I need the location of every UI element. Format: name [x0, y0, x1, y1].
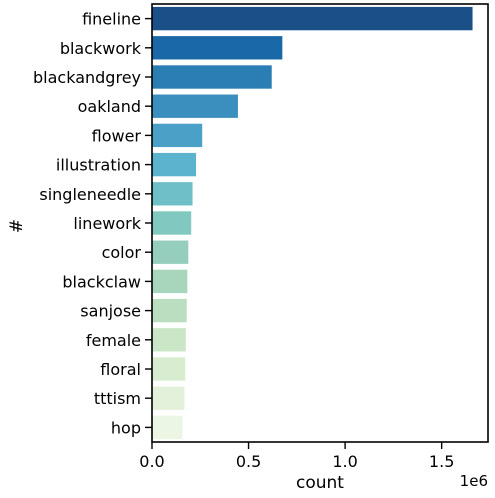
y-tick-labels: fineline blackwork blackandgrey oakland flow…: [33, 10, 152, 437]
y-axis-label: #: [7, 219, 27, 233]
plot-frame: [151, 3, 489, 443]
bar-illustration: [152, 152, 197, 177]
bar-sanjose: [152, 298, 187, 323]
x-tick-label: 1.5: [429, 452, 454, 471]
x-scale-label: 1e6: [460, 472, 488, 490]
y-tick-label: female: [86, 331, 141, 350]
y-tick-label: singleneedle: [39, 185, 141, 204]
y-tick-label: tttism: [94, 389, 141, 408]
bar-blackclaw: [152, 269, 188, 294]
y-tick-label: fineline: [82, 10, 141, 29]
x-tick-label: 1.0: [332, 452, 357, 471]
bar-oakland: [152, 94, 238, 118]
y-tick-label: blackandgrey: [33, 68, 141, 87]
bar-fineline: [152, 6, 473, 31]
x-tick-label: 0.0: [139, 452, 164, 471]
y-tick-label: color: [102, 243, 142, 262]
bar-tttism: [152, 386, 185, 410]
bar-flower: [152, 123, 203, 148]
bar-female: [152, 328, 186, 352]
bars-group: [152, 6, 473, 440]
y-tick-label: oakland: [78, 97, 141, 116]
y-tick-label: hop: [111, 418, 141, 437]
bar-floral: [152, 357, 186, 381]
x-tick-label: 0.5: [236, 452, 261, 471]
y-tick-label: blackwork: [60, 39, 142, 58]
bar-hop: [152, 415, 183, 440]
y-tick-label: flower: [92, 126, 142, 145]
bar-singleneedle: [152, 182, 193, 206]
y-tick-label: illustration: [56, 156, 141, 175]
y-tick-label: linework: [73, 214, 141, 233]
x-ticks: 0.0 0.5 1.0 1.5: [139, 442, 454, 471]
bar-linework: [152, 211, 192, 235]
bar-blackwork: [152, 36, 283, 60]
x-axis-label: count: [296, 473, 344, 493]
bar-blackandgrey: [152, 65, 272, 89]
y-tick-label: blackclaw: [62, 272, 141, 291]
y-tick-label: sanjose: [80, 302, 141, 321]
bar-color: [152, 240, 189, 264]
y-tick-label: floral: [100, 360, 141, 379]
